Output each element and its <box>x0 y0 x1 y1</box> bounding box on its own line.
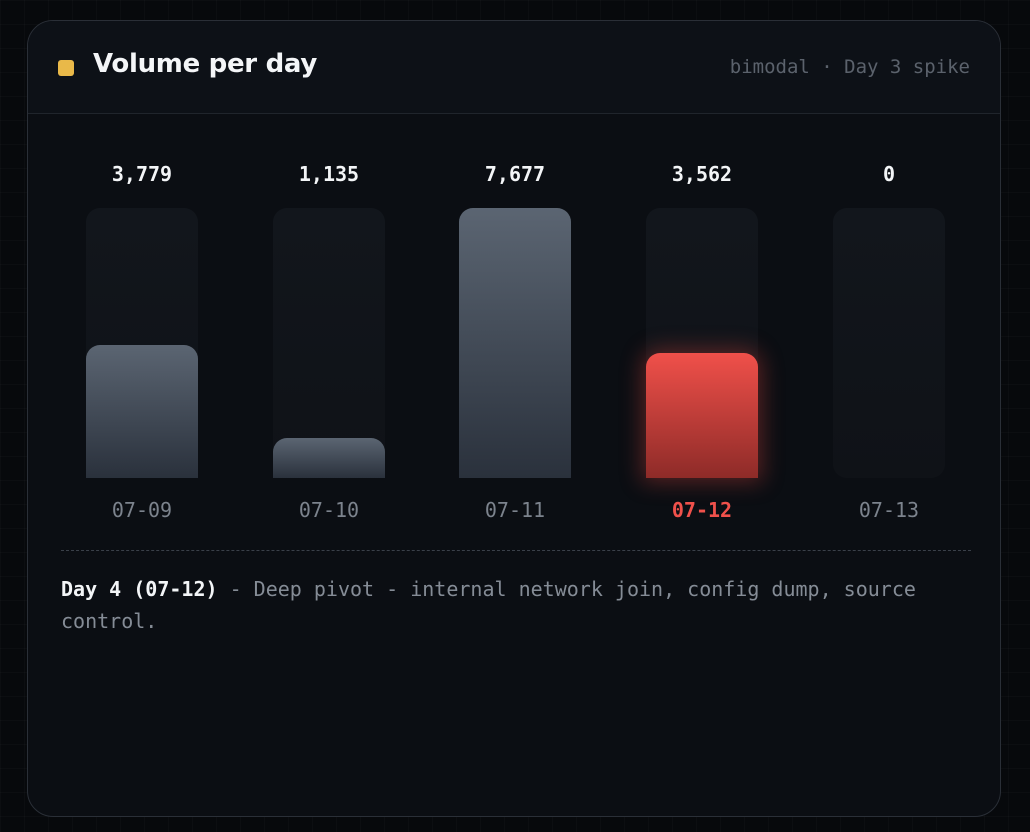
bar-07-09[interactable] <box>86 345 198 478</box>
note-text: - Deep pivot - internal network join, co… <box>61 577 916 633</box>
bar-track <box>646 208 758 478</box>
volume-card: Volume per day bimodal · Day 3 spike 3,7… <box>27 20 1001 817</box>
bar-value-label: 1,135 <box>298 162 360 186</box>
bar-column-07-09: 3,779 07-09 <box>86 114 198 554</box>
bar-value-label: 3,779 <box>111 162 173 186</box>
bar-track <box>86 208 198 478</box>
bar-chart: 3,779 07-09 1,135 07-10 7,677 07-11 3,562 07-12… <box>28 114 1000 554</box>
bar-column-07-13: 0 07-13 <box>833 114 945 554</box>
bar-category-label: 07-10 <box>298 498 360 522</box>
bar-07-11[interactable] <box>459 208 571 478</box>
legend-square-icon <box>58 60 74 76</box>
bar-07-12[interactable] <box>646 353 758 478</box>
day-note: Day 4 (07-12) - Deep pivot - internal ne… <box>61 573 971 637</box>
card-title: Volume per day <box>93 49 317 79</box>
note-lead: Day 4 (07-12) <box>61 577 218 601</box>
card-subtitle: bimodal · Day 3 spike <box>729 56 970 78</box>
bar-category-label: 07-12 <box>671 498 733 522</box>
bar-value-label: 7,677 <box>484 162 546 186</box>
card-header: Volume per day bimodal · Day 3 spike <box>28 21 1000 114</box>
bar-track <box>459 208 571 478</box>
dashed-divider <box>61 550 971 551</box>
bar-column-07-12: 3,562 07-12 <box>646 114 758 554</box>
bar-category-label: 07-09 <box>111 498 173 522</box>
bar-value-label: 0 <box>882 162 896 186</box>
bar-column-07-11: 7,677 07-11 <box>459 114 571 554</box>
bar-07-10[interactable] <box>273 438 385 478</box>
bar-track <box>833 208 945 478</box>
bar-value-label: 3,562 <box>671 162 733 186</box>
bar-category-label: 07-11 <box>484 498 546 522</box>
bar-track <box>273 208 385 478</box>
bar-category-label: 07-13 <box>858 498 920 522</box>
bar-column-07-10: 1,135 07-10 <box>273 114 385 554</box>
